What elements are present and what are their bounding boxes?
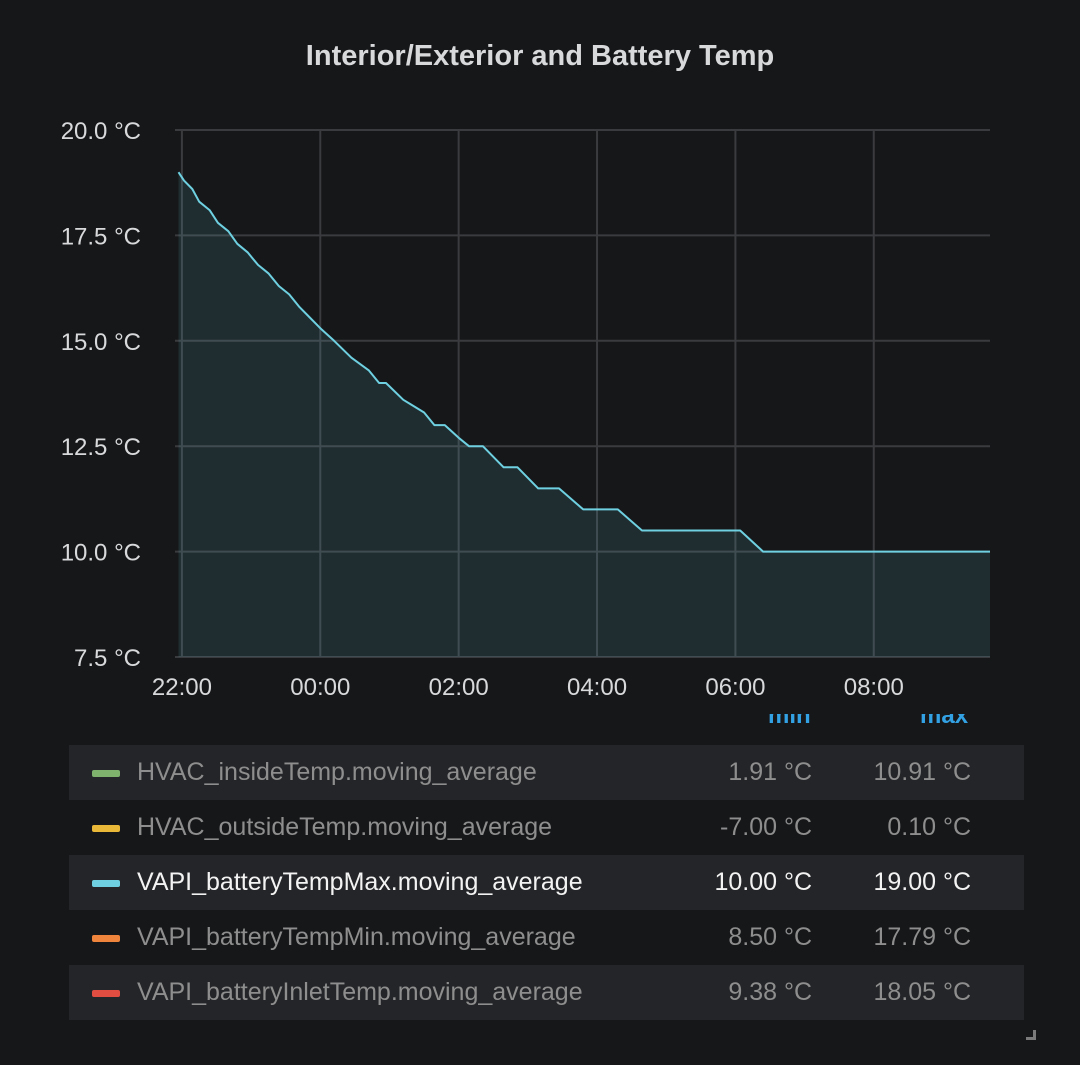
legend-row-battery-temp-max[interactable]: VAPI_batteryTempMax.moving_average 10.00… [69,855,1024,910]
series-max-value: 17.79 °C [873,923,971,951]
legend-table: HVAC_insideTemp.moving_average 1.91 °C 1… [69,745,1024,1020]
series-name[interactable]: VAPI_batteryTempMax.moving_average [137,868,583,896]
series-min-value: 1.91 °C [728,758,812,786]
y-tick-label: 10.0 °C [61,540,141,567]
y-tick-label: 7.5 °C [74,645,141,672]
series-name[interactable]: VAPI_batteryTempMin.moving_average [137,923,576,951]
y-tick-label: 20.0 °C [61,118,141,145]
legend-header-min-label[interactable]: min [768,714,811,729]
legend-row-battery-temp-min[interactable]: VAPI_batteryTempMin.moving_average 8.50 … [69,910,1024,965]
panel-title[interactable]: Interior/Exterior and Battery Temp [305,40,775,72]
x-tick-label: 02:00 [429,674,489,701]
x-tick-label: 08:00 [844,674,904,701]
series-name[interactable]: VAPI_batteryInletTemp.moving_average [137,978,583,1006]
series-min-value: 9.38 °C [728,978,812,1006]
series-line [177,171,990,553]
x-tick-label: 06:00 [705,674,765,701]
legend-row-hvac-outside[interactable]: HVAC_outsideTemp.moving_average -7.00 °C… [69,800,1024,855]
legend-header-max-label[interactable]: max [920,714,969,729]
series-color-swatch[interactable] [92,935,120,942]
x-tick-label: 00:00 [290,674,350,701]
series-color-swatch[interactable] [92,770,120,777]
series-color-swatch[interactable] [92,825,120,832]
y-tick-label: 17.5 °C [61,223,141,250]
series-name[interactable]: HVAC_insideTemp.moving_average [137,758,537,786]
series-min-value: 8.50 °C [728,923,812,951]
legend-header-max[interactable]: max [920,714,972,736]
legend-row-hvac-inside[interactable]: HVAC_insideTemp.moving_average 1.91 °C 1… [69,745,1024,800]
series-color-swatch[interactable] [92,990,120,997]
series-max-value: 19.00 °C [873,868,971,896]
legend-header-min[interactable]: min [768,714,814,736]
y-tick-label: 12.5 °C [61,434,141,461]
series-name[interactable]: HVAC_outsideTemp.moving_average [137,813,553,841]
series-color-swatch[interactable] [92,880,120,887]
x-tick-label: 22:00 [152,674,212,701]
resize-handle-icon[interactable] [1024,1028,1036,1040]
temperature-chart[interactable]: 20.0 °C 17.5 °C 15.0 °C 12.5 °C 10.0 °C 7.5 °… [0,0,1080,720]
series-min-value: -7.00 °C [720,813,812,841]
series-max-value: 10.91 °C [873,758,971,786]
series-min-value: 10.00 °C [714,868,812,896]
series-max-value: 18.05 °C [873,978,971,1006]
x-tick-label: 04:00 [567,674,627,701]
y-tick-label: 15.0 °C [61,329,141,356]
legend-row-battery-inlet-temp[interactable]: VAPI_batteryInletTemp.moving_average 9.3… [69,965,1024,1020]
series-max-value: 0.10 °C [887,813,971,841]
series-area-fill [178,172,990,657]
